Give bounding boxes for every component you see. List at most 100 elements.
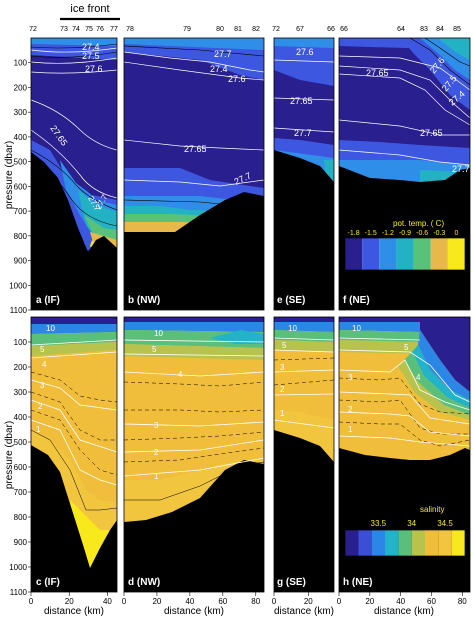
x-tick-label: 40 (185, 597, 194, 606)
contour-label: 27.65 (290, 96, 313, 106)
contour-label: 4 (178, 370, 183, 379)
y-tick-label: 100 (14, 338, 28, 347)
station-label: 83 (420, 26, 428, 33)
panel-label-f: f (NE) (343, 295, 370, 306)
contour-label: 4 (42, 360, 47, 369)
station-label: 66 (327, 26, 335, 33)
colorbar-swatch (451, 530, 465, 556)
panel-f: 27.6 27.5 27.4 27.65 27.7 27.65 f (NE) p… (338, 37, 471, 311)
x-tick-label: 80 (458, 597, 467, 606)
panel-label-e: e (SE) (277, 295, 305, 306)
contour-label: 4 (416, 373, 421, 382)
station-label: 74 (72, 26, 80, 33)
panel-label-b: b (NW) (128, 295, 160, 306)
y-tick-label: 900 (14, 257, 28, 266)
contour-label: 27.7 (294, 128, 312, 138)
y-tick-label: 1100 (10, 306, 28, 315)
station-label: 72 (272, 26, 280, 33)
contour-label: 2 (154, 448, 159, 457)
station-label: 79 (183, 26, 191, 33)
station-label: 82 (252, 26, 260, 33)
colorbar-tick-label: 0 (454, 230, 458, 237)
contour-label: 5 (404, 343, 409, 352)
contour-label: 3 (154, 421, 159, 430)
colorbar-swatch (398, 530, 412, 556)
salinity-colorbar-swatches (345, 530, 465, 556)
panel-d: 10 5 4 3 2 1 d (NW) (123, 316, 265, 593)
station-label: 77 (110, 26, 118, 33)
colorbar-tick-label: -1.8 (348, 230, 360, 237)
contour-label: 27.65 (366, 68, 389, 78)
x-axis-label: distance (km) (44, 606, 104, 617)
y-axis: 100 200 300 400 500 600 700 800 900 1000 1100 100 20… (9, 59, 31, 597)
y-tick-label: 600 (14, 463, 28, 472)
salinity-colorbar: salinity 33.5 34 34.5 (344, 505, 466, 557)
station-label: 72 (29, 26, 37, 33)
contour-label: 27.5 (82, 51, 100, 61)
contour-label: 10 (352, 324, 361, 333)
panel-label-c: c (IF) (36, 577, 60, 588)
colorbar-swatch (345, 530, 359, 556)
panel-a: 27.4 27.5 27.6 27.65 27.7 27.7 a (IF) (30, 37, 118, 311)
colorbar-tick-label: -0.3 (433, 230, 445, 237)
x-tick-label: 20 (65, 597, 74, 606)
colorbar-swatch (379, 238, 397, 270)
colorbar-tick-label: -0.9 (399, 230, 411, 237)
temperature-colorbar-label: pot. temp. ( C) (393, 219, 444, 228)
colorbar-swatch (425, 530, 439, 556)
x-axis-label: distance (km) (274, 606, 334, 617)
temperature-colorbar: pot. temp. ( C) -1.8 -1.5 -1.2 -0.9 -0.6 -0.3… (344, 219, 466, 271)
y-tick-label: 700 (14, 207, 28, 216)
station-label: 64 (397, 26, 405, 33)
y-tick-label: 200 (14, 83, 28, 92)
contour-label: 27.6 (228, 74, 246, 84)
station-label: 75 (85, 26, 93, 33)
x-tick-label: 20 (365, 597, 374, 606)
y-tick-label: 800 (14, 513, 28, 522)
station-labels: 72 73 74 75 76 77 78 79 80 81 82 72 67 6… (29, 26, 461, 33)
contour-label: 27.7 (452, 164, 470, 174)
y-tick-label: 1100 (10, 588, 28, 597)
y-axis-label-bottom: pressure (dbar) (4, 421, 15, 489)
contour-label: 10 (154, 329, 163, 338)
colorbar-swatch (438, 530, 452, 556)
colorbar-swatch (411, 530, 425, 556)
x-axis: 0 20 40 0 20 40 60 80 0 20 0 20 40 60 80 (29, 592, 467, 606)
y-tick-label: 600 (14, 182, 28, 191)
x-tick-label: 0 (272, 597, 277, 606)
colorbar-swatch (371, 530, 385, 556)
y-tick-label: 400 (14, 413, 28, 422)
salinity-colorbar-label: salinity (420, 505, 444, 514)
contour-label: 3 (40, 381, 45, 390)
y-tick-label: 200 (14, 363, 28, 372)
station-label: 81 (234, 26, 242, 33)
contour-label: 5 (282, 341, 287, 350)
y-tick-label: 500 (14, 438, 28, 447)
y-tick-label: 300 (14, 108, 28, 117)
station-label: 66 (340, 26, 348, 33)
panel-label-h: h (NE) (343, 577, 372, 588)
station-label: 85 (453, 26, 461, 33)
colorbar-tick-label: 33.5 (371, 519, 387, 528)
panel-g: 10 5 3 2 1 g (SE) (273, 316, 335, 593)
contour-label: 2 (280, 385, 285, 394)
x-tick-label: 80 (251, 597, 260, 606)
colorbar-swatch (413, 238, 431, 270)
colorbar-swatch (345, 238, 363, 270)
contour-label: 27.4 (82, 42, 100, 52)
panel-e: 27.6 27.65 27.7 e (SE) (273, 37, 335, 311)
y-tick-label: 900 (14, 538, 28, 547)
panel-label-a: a (IF) (36, 295, 60, 306)
y-tick-label: 1000 (9, 563, 27, 572)
y-tick-label: 300 (14, 388, 28, 397)
contour-label: 10 (46, 324, 55, 333)
panel-label-d: d (NW) (128, 577, 160, 588)
contour-label: 5 (40, 345, 45, 354)
colorbar-tick-label: -0.6 (416, 230, 428, 237)
panel-b: 27.7 27.4 27.6 27.65 27.7 b (NW) (123, 37, 265, 311)
panel-h: 10 5 4 3 2 1 h (NE) salinity 33.5 34 34.5 (338, 316, 471, 593)
contour-label: 27.6 (296, 47, 314, 57)
contour-label: 10 (288, 324, 297, 333)
temperature-colorbar-ticks: -1.8 -1.5 -1.2 -0.9 -0.6 -0.3 0 (348, 230, 459, 237)
